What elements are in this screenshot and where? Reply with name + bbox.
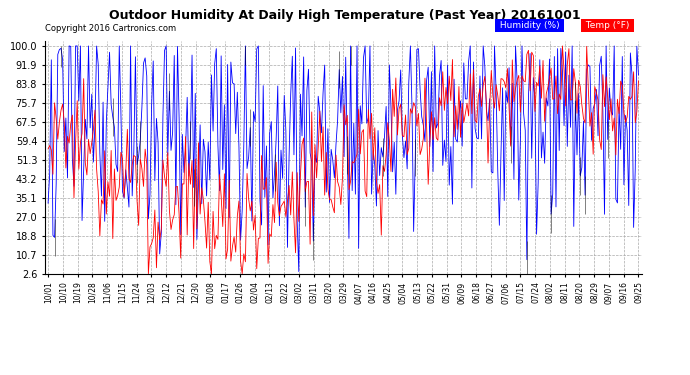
Text: Temp (°F): Temp (°F) — [583, 21, 632, 30]
Text: Outdoor Humidity At Daily High Temperature (Past Year) 20161001: Outdoor Humidity At Daily High Temperatu… — [109, 9, 581, 22]
Text: Copyright 2016 Cartronics.com: Copyright 2016 Cartronics.com — [45, 24, 176, 33]
Text: Humidity (%): Humidity (%) — [497, 21, 562, 30]
